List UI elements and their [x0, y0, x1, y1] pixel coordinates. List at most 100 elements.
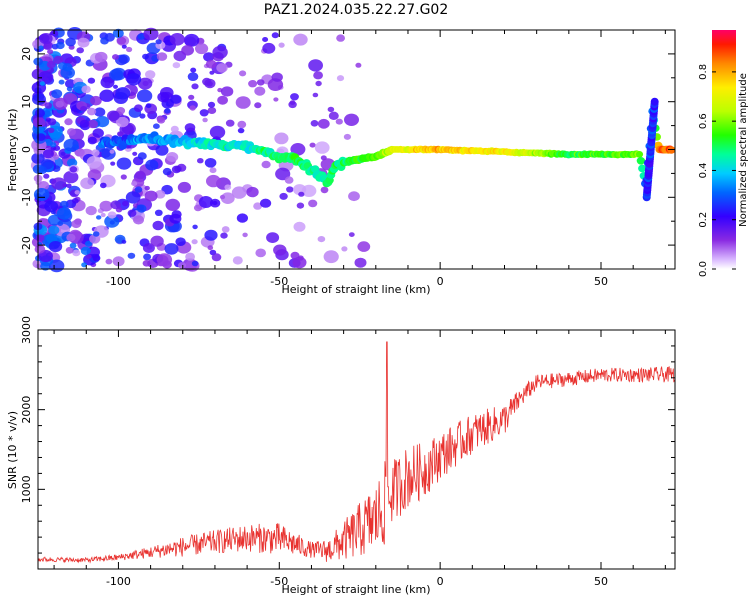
spectrogram-noise-cell [116, 116, 129, 128]
spectrogram-noise-cell [262, 37, 269, 42]
spectrogram-noise-cell [33, 188, 50, 201]
spectrogram-noise-cell [152, 220, 164, 231]
spectrogram-noise-cell [185, 252, 196, 261]
spectrogram-noise-cell [116, 107, 126, 115]
spectrogram-noise-cell [99, 89, 115, 102]
spectrogram-noise-cell [190, 67, 197, 73]
spectrogram-noise-cell [58, 79, 65, 85]
spectrogram-noise-cell [209, 125, 226, 139]
spectrogram-noise-cell [256, 79, 265, 86]
spectrogram-noise-cell [328, 111, 339, 121]
spectrogram-noise-cell [191, 239, 198, 245]
spectrogram-noise-cell [80, 246, 91, 255]
spectrogram-noise-cell [284, 176, 294, 184]
spectrogram-noise-cell [355, 62, 362, 68]
spectrogram-noise-cell [309, 142, 316, 148]
spectrogram-noise-cell [288, 101, 297, 109]
spectrogram-noise-cell [87, 77, 96, 84]
spectrogram-noise-cell [145, 103, 152, 109]
spectrogram-noise-cell [59, 200, 69, 209]
figure-title: PAZ1.2024.035.22.27.G02 [264, 2, 449, 18]
spectrogram-noise-cell [76, 47, 84, 54]
snr-panel: -100 -50 0 50 1000 2000 3000 Height of straig… [6, 316, 676, 596]
spectrogram-noise-cell [48, 225, 60, 235]
spectrogram-noise-cell [205, 59, 217, 69]
spectrogram-noise-cell [85, 205, 97, 216]
spectrogram-noise-cell [235, 96, 251, 109]
spectrogram-noise-cell [312, 92, 319, 98]
x-tick-label: 0 [437, 275, 444, 288]
spectrogram-noise-cell [32, 117, 46, 128]
spectrogram-noise-cell [92, 231, 100, 237]
spectrogram-noise-cell [137, 77, 153, 90]
spectrogram-noise-cell [219, 194, 226, 200]
spectrogram-noise-cell [116, 157, 132, 170]
spectrogram-noise-cell [112, 54, 119, 60]
spectrogram-noise-cell [87, 169, 102, 181]
spectrogram-noise-cell [87, 119, 99, 129]
spectrogram-noise-cell [56, 207, 72, 220]
x-tick-label: 50 [594, 275, 608, 288]
colorbar-gradient [712, 30, 736, 269]
spectrogram-noise-cell [237, 127, 245, 134]
spectrogram-noise-cell [104, 32, 115, 42]
spectrogram-noise-cell [32, 93, 46, 106]
colorbar: 0.0 0.2 0.4 0.6 0.8 Normalized spectral ampl… [698, 30, 749, 277]
spectrogram-noise-cell [348, 191, 360, 202]
spectrogram-noise-cell [55, 41, 65, 50]
snr-y-ticks: 1000 2000 3000 [20, 316, 675, 570]
spectrogram-noise-cell [254, 102, 262, 109]
spectrogram-noise-cell [175, 237, 186, 246]
y-tick-label: -20 [20, 236, 33, 254]
spectrogram-noise-cell [132, 151, 138, 156]
spectrogram-noise-cell [91, 149, 100, 157]
spectrogram-noise-cell [209, 167, 217, 174]
spectrogram-noise-cell [48, 127, 55, 133]
spectrogram-noise-cell [187, 72, 199, 81]
snr-y-label: SNR (10 * v/v) [6, 411, 19, 489]
spectrogram-y-ticks: -20 -10 0 10 20 [20, 29, 675, 270]
spectrogram-noise-cell [204, 229, 218, 241]
spectrogram-noise-cell [38, 71, 54, 84]
spectrogram-noise-cell [104, 215, 120, 228]
spectrogram-noise-cell [139, 113, 146, 119]
spectrogram-noise-cell [164, 108, 171, 114]
colorbar-tick-label: 0.6 [698, 113, 709, 129]
spectrogram-noise-cell [94, 51, 108, 63]
spectrogram-noise-cell [81, 262, 87, 268]
spectrogram-noise-cell [63, 170, 79, 184]
spectrogram-noise-cell [69, 166, 78, 173]
spectrogram-noise-cell [44, 200, 59, 213]
colorbar-tick-label: 0.2 [698, 212, 709, 228]
spectrogram-noise-cell [94, 107, 106, 117]
y-tick-label: 2000 [20, 396, 33, 424]
spectrogram-noise-cell [204, 158, 217, 168]
y-tick-label: 20 [20, 47, 33, 61]
spectrogram-noise-cell [80, 177, 95, 190]
spectrogram-noise-cell [46, 233, 58, 244]
spectrogram-noise-cell [115, 87, 131, 100]
spectrogram-noise-cell [207, 245, 214, 251]
spectrogram-trace-cell [638, 164, 647, 173]
spectrogram-noise-cell [195, 43, 209, 55]
spectrogram-noise-cell [271, 32, 279, 39]
spectrogram-noise-cell [199, 109, 209, 117]
spectrogram-noise-cell [315, 80, 322, 87]
spectrogram-noise-cell [155, 39, 162, 45]
spectrogram-noise-cell [260, 198, 272, 208]
spectrogram-noise-cell [62, 63, 73, 72]
spectrogram-noise-cell [207, 107, 217, 114]
spectrogram-noise-cell [34, 109, 46, 118]
spectrogram-noise-cell [298, 191, 305, 197]
spectrogram-noise-cell [183, 33, 200, 47]
spectrogram-noise-cell [109, 149, 115, 154]
spectrogram-noise-cell [344, 113, 359, 127]
spectrogram-noise-cell [261, 160, 271, 169]
spectrogram-noise-cell [136, 89, 153, 103]
spectrogram-noise-cell [74, 190, 80, 195]
x-tick-label: -50 [270, 575, 288, 588]
spectrogram-noise-cell [273, 244, 287, 256]
spectrogram-noise-cell [217, 95, 229, 105]
